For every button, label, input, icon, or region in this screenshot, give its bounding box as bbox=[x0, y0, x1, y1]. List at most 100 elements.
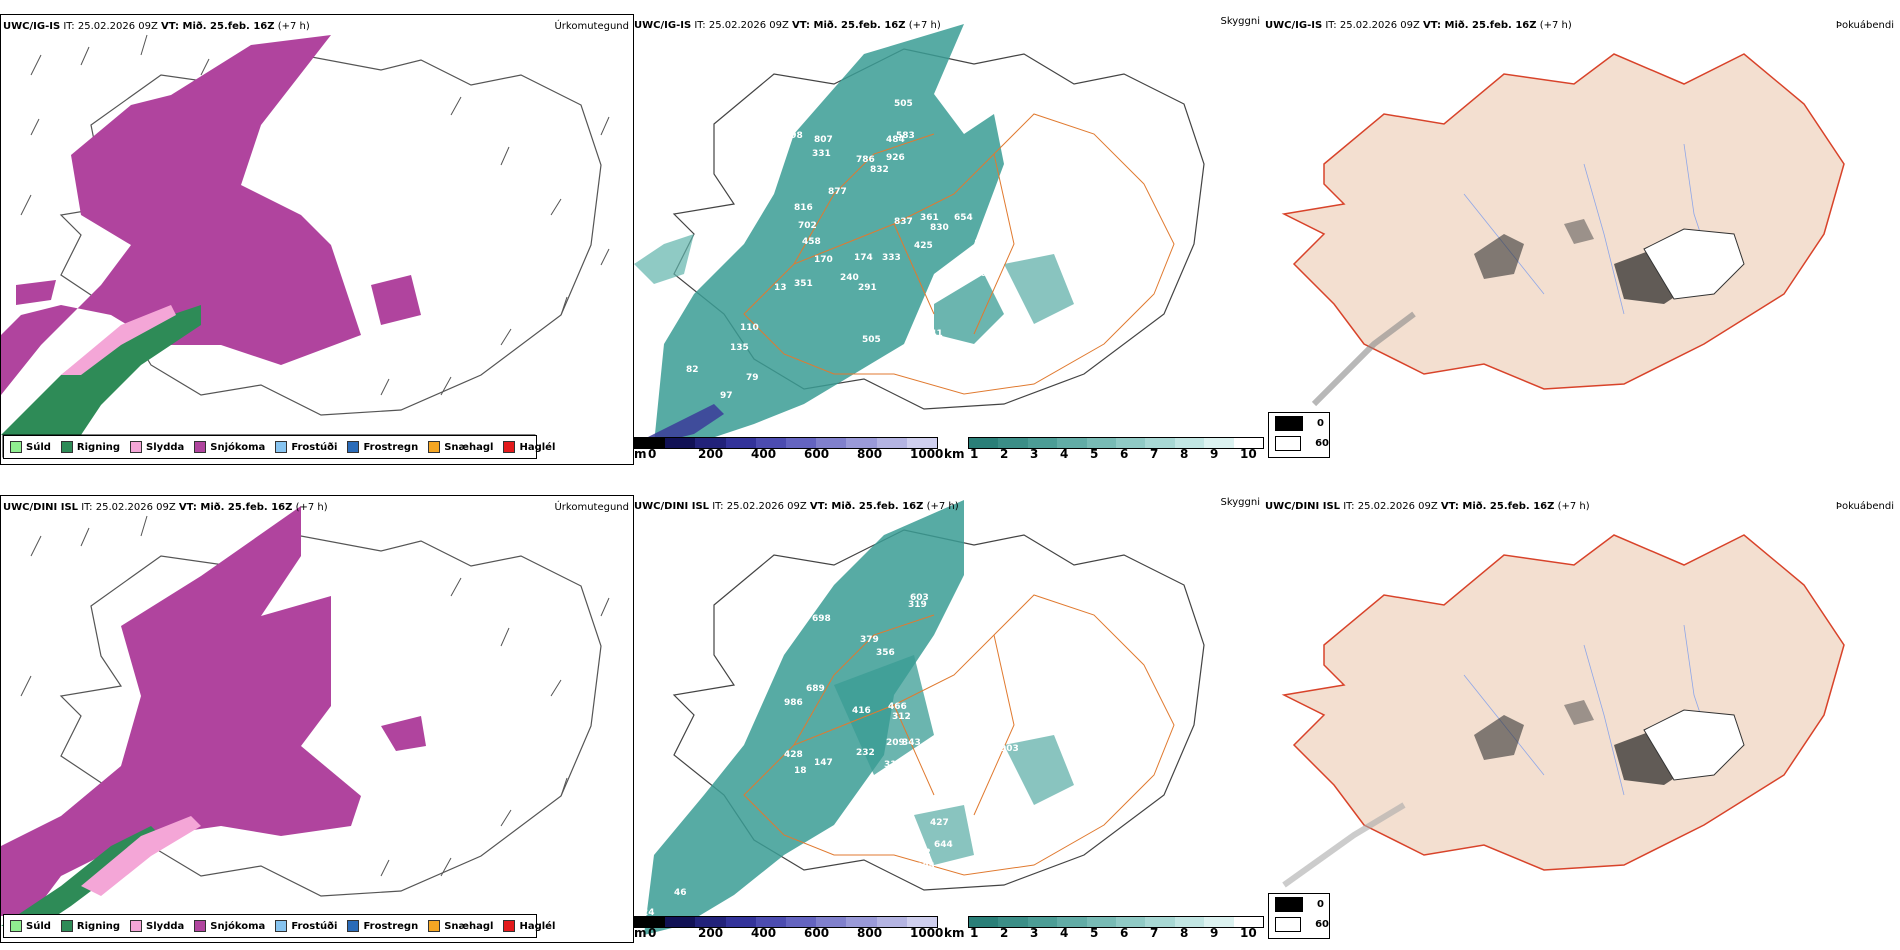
visibility-colorbar-labels: km 1 2 3 4 5 6 7 8 9 10 bbox=[944, 926, 1264, 940]
wind-barbs bbox=[20, 34, 610, 396]
colorbar-unit: m bbox=[634, 447, 647, 461]
legend-item-sleet: Slydda bbox=[130, 920, 184, 932]
visibility-field-2 bbox=[934, 274, 1004, 344]
tick-label: 10 bbox=[1240, 447, 1257, 461]
tick-label: 7 bbox=[1150, 926, 1159, 940]
cloudbase-value-label: 121 bbox=[974, 239, 993, 249]
visibility-colorbar-labels: km 1 2 3 4 5 6 7 8 9 10 bbox=[944, 447, 1264, 461]
swatch bbox=[130, 441, 143, 453]
cloudbase-value-label: 18 bbox=[794, 766, 807, 776]
cloudbase-colorbar bbox=[634, 916, 938, 928]
iceland-land bbox=[1281, 534, 1845, 871]
cloudbase-low bbox=[634, 404, 724, 444]
cloudbase-value-label: 458 bbox=[802, 237, 821, 247]
cloudbase-panel-title: Skyggni bbox=[1220, 497, 1260, 508]
cloudbase-value-label: 484 bbox=[886, 135, 905, 145]
tick-label: 3 bbox=[1030, 447, 1039, 461]
cloudbase-value-label: 877 bbox=[828, 187, 847, 197]
tick-label: 5 bbox=[1090, 447, 1099, 461]
fog-streak bbox=[1311, 311, 1416, 407]
tick-label: 600 bbox=[804, 447, 830, 461]
fog-legend: 0 60 bbox=[1268, 893, 1330, 939]
fog-legend-item: 60 bbox=[1269, 914, 1329, 934]
tick-label: 4 bbox=[1060, 447, 1069, 461]
tick-label: 8 bbox=[1180, 926, 1189, 940]
sleet-area bbox=[81, 816, 201, 896]
cloudbase-value-label: 583 bbox=[896, 131, 915, 141]
fog-map-top: UWC/IG-IS IT: 25.02.2026 09Z VT: Mið. 25… bbox=[1264, 14, 1900, 465]
legend-item-hail: Haglél bbox=[503, 920, 555, 932]
fog-header: UWC/IG-IS IT: 25.02.2026 09Z VT: Mið. 25… bbox=[1265, 20, 1572, 31]
cloudbase-value-label: 416 bbox=[928, 345, 947, 355]
visibility-colorbar bbox=[968, 437, 1264, 449]
tick-label: 0 bbox=[648, 447, 657, 461]
visibility-field-south bbox=[914, 805, 974, 865]
legend-item-freezing-drizzle: Frostúði bbox=[275, 920, 337, 932]
snow-area bbox=[1, 506, 361, 916]
precip-legend: Súld Rigning Slydda Snjókoma Frostúði Fr… bbox=[3, 435, 555, 459]
precip-header: UWC/IG-IS IT: 25.02.2026 09Z VT: Mið. 25… bbox=[3, 21, 310, 32]
cloudbase-value-label: 13 bbox=[774, 283, 787, 293]
tick-label: 800 bbox=[857, 926, 883, 940]
cloudbase-value-label: 466 bbox=[888, 702, 907, 712]
cloudbase-value-label: 807 bbox=[786, 600, 805, 610]
legend-item-drizzle: Súld bbox=[10, 441, 51, 453]
legend-item-snow-pellets: Snæhagl bbox=[428, 441, 493, 453]
swatch bbox=[1275, 916, 1302, 932]
glacier-white bbox=[1643, 709, 1745, 781]
tick-label: 1000 bbox=[910, 926, 944, 940]
cloudbase-value-label: 291 bbox=[858, 283, 877, 293]
sleet-area bbox=[61, 305, 176, 375]
cloudbase-value-label: 379 bbox=[860, 635, 879, 645]
cloudbase-value-label: 545 bbox=[896, 833, 915, 843]
cloudbase-value-label: 312 bbox=[884, 760, 903, 770]
swatch bbox=[347, 441, 360, 453]
cloudbase-value-label: 926 bbox=[886, 153, 905, 163]
fog-patch-3 bbox=[1564, 700, 1594, 725]
tick-label: 9 bbox=[1210, 926, 1219, 940]
visibility-field-3 bbox=[1004, 254, 1074, 324]
tick-label: 6 bbox=[1120, 926, 1129, 940]
cloudbase-value-label: 361 bbox=[920, 213, 939, 223]
fog-streak bbox=[1282, 802, 1406, 888]
tick-label: 6 bbox=[1120, 447, 1129, 461]
cloudbase-value-label: 505 bbox=[894, 99, 913, 109]
tick-label: 400 bbox=[751, 447, 777, 461]
legend-item-freezing-rain: Frostregn bbox=[347, 920, 418, 932]
precip-type-map-bottom: UWC/DINI ISL IT: 25.02.2026 09Z VT: Mið.… bbox=[0, 495, 634, 943]
cloudbase-colorbar-labels: m 0 200 400 600 800 1000 bbox=[634, 447, 943, 461]
swatch bbox=[194, 920, 207, 932]
colorbar-unit: km bbox=[944, 447, 965, 461]
cloudbase-value-label: 566 bbox=[952, 694, 971, 704]
tick-label: 3 bbox=[1030, 926, 1039, 940]
cloudbase-value-label: 603 bbox=[910, 593, 929, 603]
legend-item-snow: Snjókoma bbox=[194, 441, 265, 453]
cloudbase-value-label: 816 bbox=[794, 203, 813, 213]
cloudbase-value-label: 209 bbox=[886, 738, 905, 748]
iceland-outline bbox=[59, 535, 602, 897]
cloudbase-value-label: 136 bbox=[976, 726, 995, 736]
cloudbase-value-label: 170 bbox=[814, 255, 833, 265]
cloudbase-value-label: 807 bbox=[814, 135, 833, 145]
swatch bbox=[1275, 896, 1303, 912]
cloudbase-value-label: 305 bbox=[916, 862, 935, 872]
tick-label: 0 bbox=[648, 926, 657, 940]
cloudbase-value-label: 110 bbox=[740, 323, 759, 333]
cloudbase-value-label: 830 bbox=[930, 223, 949, 233]
legend-item-hail: Haglél bbox=[503, 441, 555, 453]
fog-map-graphic bbox=[1281, 53, 1845, 407]
fog-header: UWC/DINI ISL IT: 25.02.2026 09Z VT: Mið.… bbox=[1265, 501, 1590, 512]
cloudbase-value-label: 698 bbox=[812, 614, 831, 624]
tick-label: 1 bbox=[970, 447, 979, 461]
tick-label: 5 bbox=[1090, 926, 1099, 940]
fog-map-bottom: UWC/DINI ISL IT: 25.02.2026 09Z VT: Mið.… bbox=[1264, 495, 1900, 943]
swatch bbox=[60, 441, 73, 453]
glacier-white bbox=[1643, 228, 1745, 300]
fog-patch-2 bbox=[1474, 715, 1524, 760]
cloudbase-value-label: 351 bbox=[794, 279, 813, 289]
swatch bbox=[10, 920, 22, 932]
swatch bbox=[347, 920, 360, 932]
tick-label: 400 bbox=[751, 926, 777, 940]
legend-item-drizzle: Súld bbox=[10, 920, 51, 932]
